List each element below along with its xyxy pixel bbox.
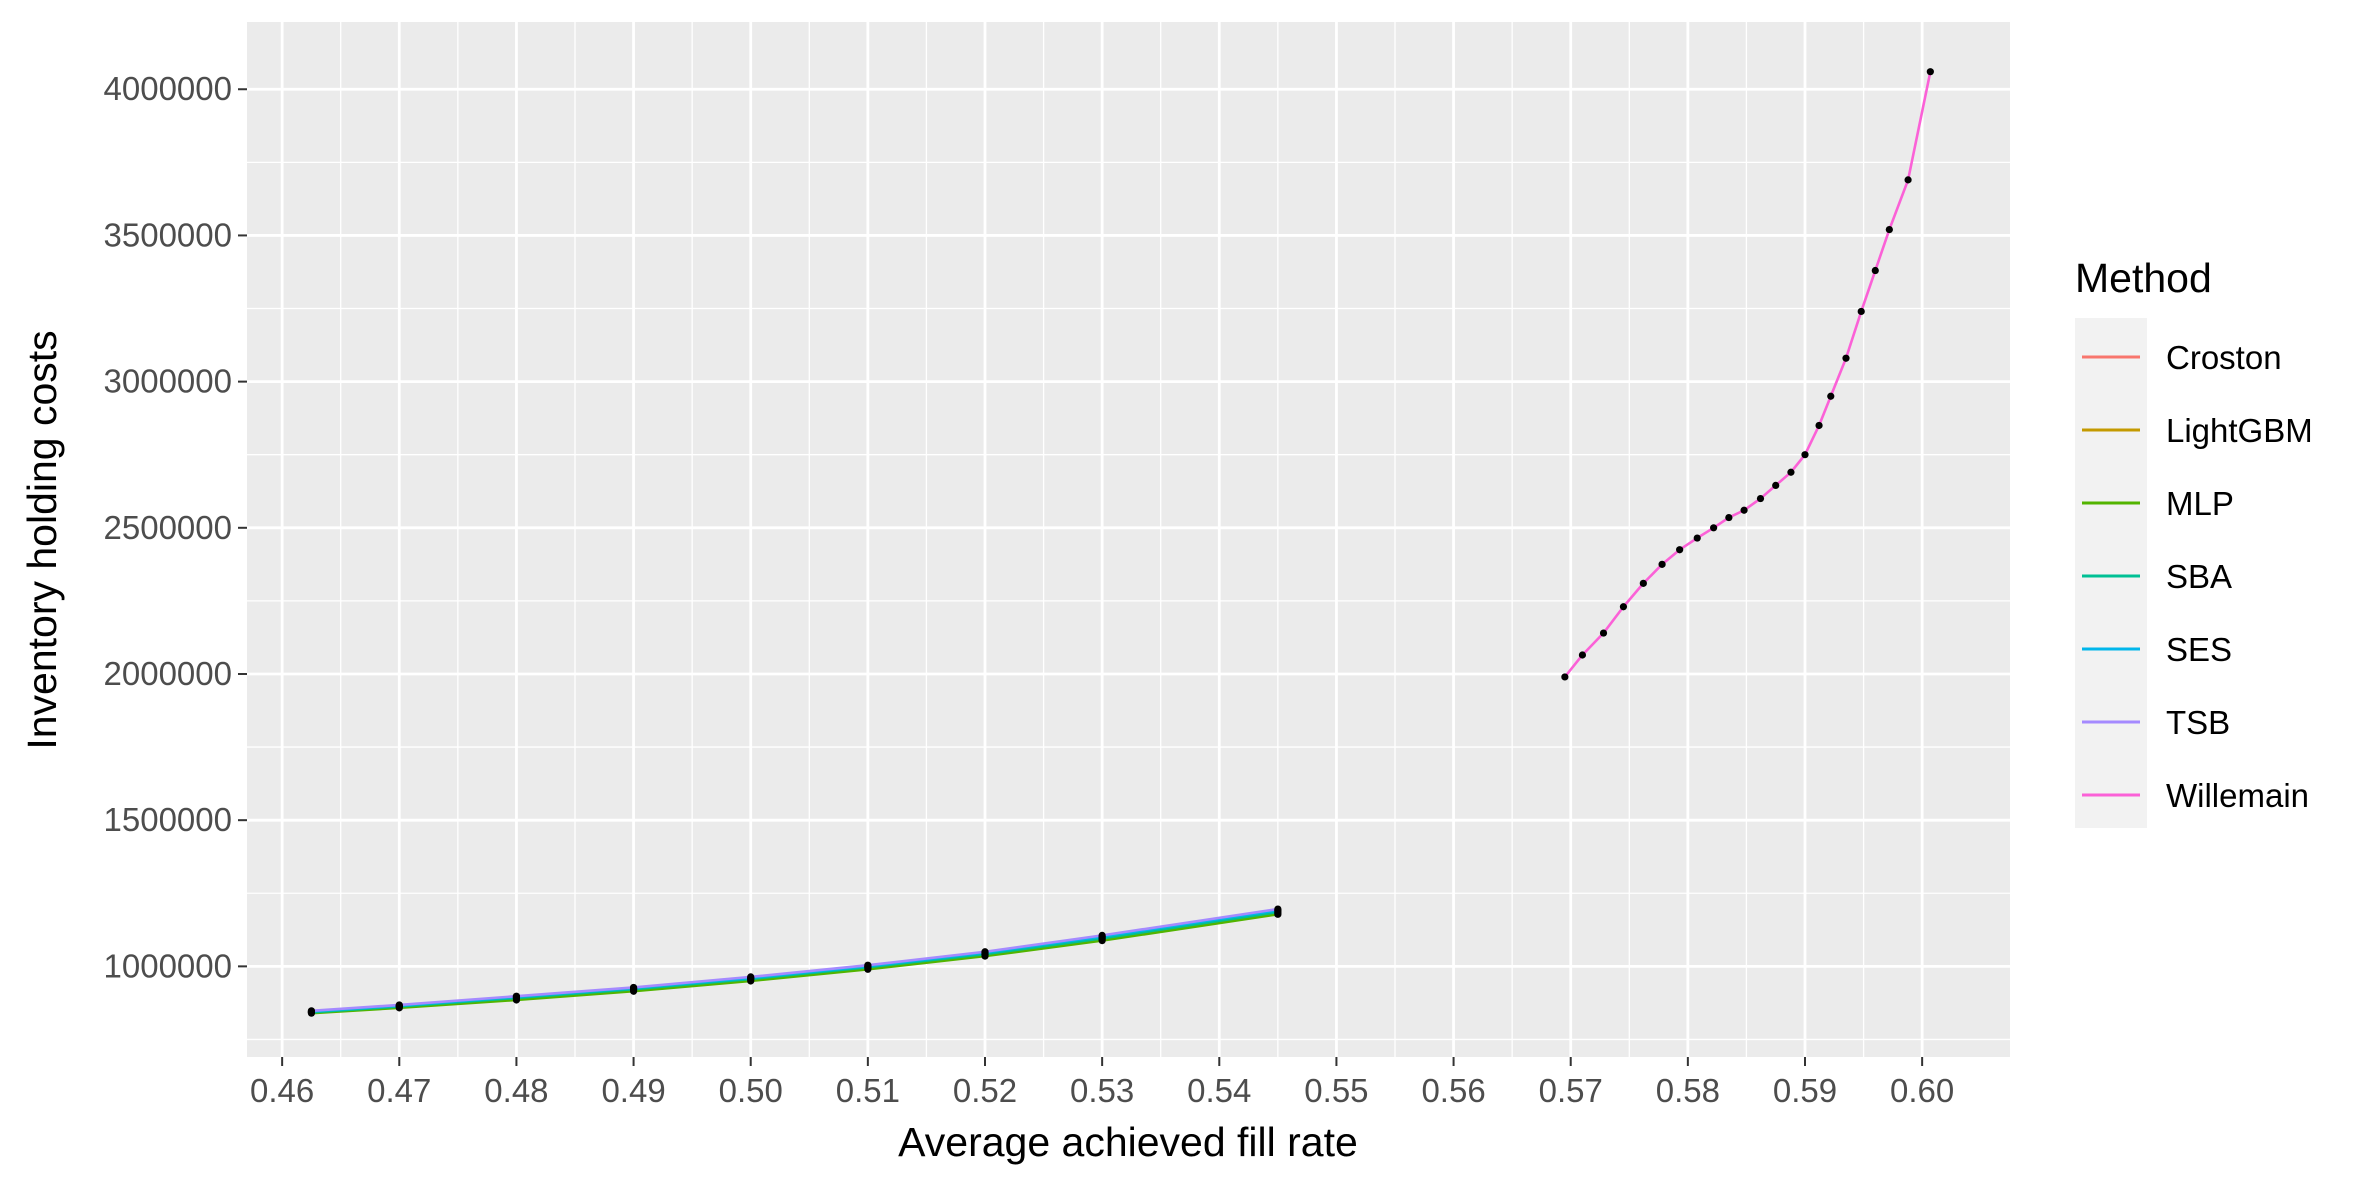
data-point-tsb [307,1007,316,1015]
y-tick-label: 1500000 [104,801,232,838]
x-tick-label: 0.49 [601,1072,665,1109]
legend-title: Method [2075,255,2212,301]
x-tick-label: 0.55 [1304,1072,1368,1109]
data-point-willemain [1815,421,1823,430]
data-point-willemain [1801,451,1809,459]
data-point-tsb [1098,931,1106,939]
data-point-willemain [1926,68,1934,76]
y-axis-title: Inventory holding costs [19,330,65,749]
data-point-tsb [629,983,638,992]
data-point-willemain [1599,629,1608,637]
y-tick-label: 3500000 [104,216,232,253]
data-point-willemain [1787,468,1795,476]
x-tick-label: 0.46 [250,1072,314,1109]
legend-label-tsb: TSB [2166,704,2230,741]
data-point-willemain [1710,524,1718,532]
data-point-willemain [1756,494,1765,503]
data-point-willemain [1740,506,1748,514]
data-point-willemain [1561,673,1569,681]
legend-label-willemain: Willemain [2166,777,2309,814]
x-tick-label: 0.47 [367,1072,431,1109]
x-tick-label: 0.48 [484,1072,548,1109]
x-tick-label: 0.56 [1421,1072,1485,1109]
legend-key-background [2075,318,2147,828]
data-point-tsb [395,1001,403,1009]
y-tick-label: 3000000 [104,363,232,400]
x-tick-label: 0.53 [1070,1072,1134,1109]
legend-label-mlp: MLP [2166,485,2234,522]
data-point-tsb [512,992,521,1000]
data-point-willemain [1857,307,1865,316]
legend-label-croston: Croston [2166,339,2282,376]
data-point-willemain [1904,176,1912,184]
data-point-willemain [1658,560,1666,568]
legend-label-lightgbm: LightGBM [2166,412,2313,449]
x-tick-label: 0.51 [836,1072,900,1109]
data-point-willemain [1619,603,1628,611]
data-point-willemain [1772,481,1780,490]
y-axis-ticks: 1000000 1500000 2000000 2500000 3000000 35000… [104,70,247,984]
grid-minor [247,22,2010,1057]
x-axis-title: Average achieved fill rate [898,1119,1358,1165]
legend-label-ses: SES [2166,631,2232,668]
data-point-tsb [1274,905,1282,913]
data-point-willemain [1676,546,1684,554]
data-point-willemain [1693,534,1701,542]
x-tick-label: 0.59 [1773,1072,1837,1109]
legend-label-sba: SBA [2166,558,2232,595]
x-tick-label: 0.57 [1539,1072,1603,1109]
data-point-willemain [1842,354,1850,362]
grid-major [247,22,2010,1057]
data-point-tsb [864,961,872,969]
x-axis-ticks: 0.46 0.47 0.48 0.49 0.50 0.51 0.52 0.53 0.54 0.55… [250,1057,1954,1109]
series-points [307,68,1934,1017]
x-tick-label: 0.52 [953,1072,1017,1109]
y-tick-label: 1000000 [104,947,232,984]
x-tick-label: 0.50 [719,1072,783,1109]
data-point-willemain [1639,579,1647,587]
data-point-willemain [1725,513,1733,522]
x-tick-label: 0.58 [1656,1072,1720,1109]
y-tick-label: 2000000 [104,655,232,692]
x-tick-label: 0.54 [1187,1072,1251,1109]
data-point-willemain [1827,392,1835,400]
data-point-willemain [1871,266,1879,275]
x-tick-label: 0.60 [1890,1072,1954,1109]
y-tick-label: 4000000 [104,70,232,107]
data-point-willemain [1885,225,1893,234]
data-point-tsb [747,973,755,981]
y-tick-label: 2500000 [104,509,232,546]
plot-panel [247,22,2010,1057]
legend: Croston LightGBM MLP SBA SES TSB Willemain [2082,339,2313,814]
data-point-tsb [981,948,989,956]
data-point-willemain [1578,651,1587,659]
